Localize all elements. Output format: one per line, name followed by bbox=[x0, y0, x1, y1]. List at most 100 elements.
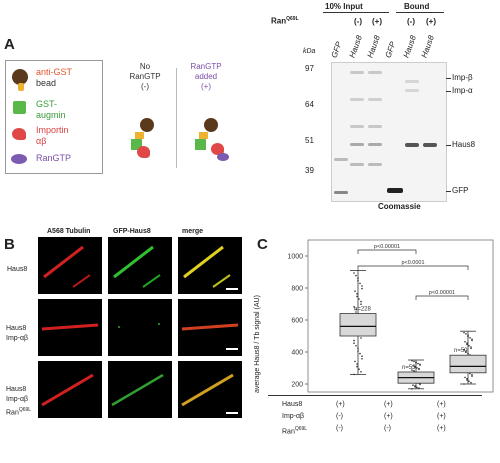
data-point bbox=[466, 342, 468, 344]
data-point bbox=[412, 384, 414, 386]
data-point bbox=[356, 293, 358, 295]
importin-icon bbox=[12, 128, 26, 140]
legend-anti-gst: anti-GST bbox=[36, 67, 73, 77]
legend-alpha-beta: αβ bbox=[36, 136, 47, 146]
legend-gst: GST- bbox=[36, 99, 58, 109]
data-point bbox=[361, 358, 363, 360]
data-point bbox=[471, 338, 473, 340]
data-point bbox=[353, 342, 355, 344]
data-point bbox=[470, 381, 472, 384]
data-point bbox=[466, 379, 468, 381]
sig-bracket-3 bbox=[415, 295, 469, 300]
bound-underline bbox=[396, 12, 444, 13]
data-point bbox=[471, 339, 473, 342]
p-value-1: p<0.00001 bbox=[374, 244, 400, 250]
y-tick-label-800: 800 bbox=[291, 286, 303, 293]
gel-header-bound: Bound bbox=[404, 2, 430, 11]
sig-bracket-2 bbox=[357, 265, 469, 270]
ran-label: RanQ69L bbox=[271, 16, 299, 26]
condition-table-rule bbox=[268, 395, 482, 396]
n-label-1: n=228 bbox=[354, 307, 372, 313]
data-point bbox=[470, 346, 472, 348]
coomassie-label: Coomassie bbox=[378, 202, 421, 211]
data-point bbox=[414, 385, 416, 388]
data-point bbox=[356, 295, 358, 298]
schematic-divider bbox=[176, 68, 177, 168]
band-imp-alpha: Imp-α bbox=[452, 86, 473, 95]
y-tick-label-400: 400 bbox=[291, 350, 303, 357]
coomassie-gel bbox=[331, 62, 447, 202]
lane-label-2: Haus8 bbox=[347, 34, 364, 59]
data-point bbox=[411, 369, 413, 371]
schematic-importin-2 bbox=[211, 143, 224, 155]
p-value-3: p<0.00001 bbox=[429, 290, 455, 296]
data-point bbox=[358, 368, 360, 370]
schematic-augmin-1 bbox=[131, 139, 142, 150]
rangtp-added-line2: added bbox=[194, 72, 218, 81]
data-point bbox=[354, 360, 356, 363]
data-point bbox=[359, 282, 361, 285]
no-rangtp-caption: No RanGTP (-) bbox=[125, 62, 165, 92]
data-point bbox=[463, 331, 465, 334]
band-imp-beta: Imp-β bbox=[452, 73, 473, 82]
data-point bbox=[355, 311, 357, 313]
micrograph-grid bbox=[38, 237, 242, 418]
marker-97: 97 bbox=[305, 64, 314, 73]
legend-importin: Importin bbox=[36, 125, 69, 135]
data-point bbox=[466, 343, 468, 346]
condition-col-1: (+) (-) (-) bbox=[336, 401, 345, 432]
lane-label-1: GFP bbox=[329, 40, 344, 59]
data-point bbox=[353, 306, 355, 308]
data-point bbox=[418, 368, 420, 371]
n-label-2: n=53 bbox=[402, 365, 416, 371]
legend-rangtp: RanGTP bbox=[36, 153, 72, 163]
no-rangtp-line2: RanGTP bbox=[129, 72, 161, 81]
band-haus8: Haus8 bbox=[452, 140, 476, 149]
y-tick-label-1000: 1000 bbox=[287, 254, 303, 261]
rangtp-added-caption: RanGTP added (+) bbox=[184, 62, 228, 92]
gel-header-input: 10% Input bbox=[325, 2, 363, 11]
box-3 bbox=[449, 354, 487, 374]
no-rangtp-line1: No bbox=[139, 62, 151, 71]
data-point bbox=[419, 383, 421, 386]
data-point bbox=[468, 344, 470, 347]
input-underline bbox=[323, 12, 389, 13]
data-point bbox=[466, 377, 468, 380]
data-point bbox=[416, 367, 418, 369]
lane-label-6: Haus8 bbox=[419, 34, 436, 59]
data-point bbox=[354, 290, 356, 292]
data-point bbox=[471, 375, 473, 377]
data-point bbox=[360, 300, 362, 303]
col-gfp-haus8: GFP-Haus8 bbox=[113, 228, 151, 235]
data-point bbox=[361, 285, 363, 287]
ran-mark-4: (+) bbox=[426, 17, 436, 26]
data-point bbox=[353, 339, 355, 342]
data-point bbox=[361, 355, 363, 357]
data-point bbox=[361, 287, 363, 290]
data-point bbox=[464, 340, 466, 343]
schematic-bead-2 bbox=[204, 118, 218, 132]
col-tubulin: A568 Tubulin bbox=[47, 228, 91, 235]
no-rangtp-line3: (-) bbox=[141, 82, 149, 91]
row3-label: Haus8 Imp-αβ RanQ69L bbox=[6, 386, 32, 417]
data-point bbox=[356, 365, 358, 368]
schematic-rangtp bbox=[217, 153, 229, 161]
data-point bbox=[468, 380, 470, 383]
gst-augmin-icon bbox=[13, 101, 26, 114]
data-point bbox=[355, 274, 357, 277]
data-point bbox=[469, 337, 471, 339]
marker-64: 64 bbox=[305, 100, 314, 109]
schematic-antibody-1 bbox=[135, 132, 144, 139]
data-point bbox=[465, 350, 467, 352]
bead-icon bbox=[12, 69, 28, 85]
data-point bbox=[356, 363, 358, 365]
schematic-augmin-2 bbox=[195, 139, 206, 150]
ran-mark-3: (-) bbox=[407, 17, 415, 26]
panel-a-label: A bbox=[4, 36, 15, 53]
panel-b-label: B bbox=[4, 236, 15, 253]
data-point bbox=[360, 337, 362, 339]
data-point bbox=[412, 364, 414, 367]
lane-label-3: Haus8 bbox=[365, 34, 382, 59]
sig-bracket-1 bbox=[357, 249, 417, 254]
col-merge: merge bbox=[182, 228, 204, 235]
